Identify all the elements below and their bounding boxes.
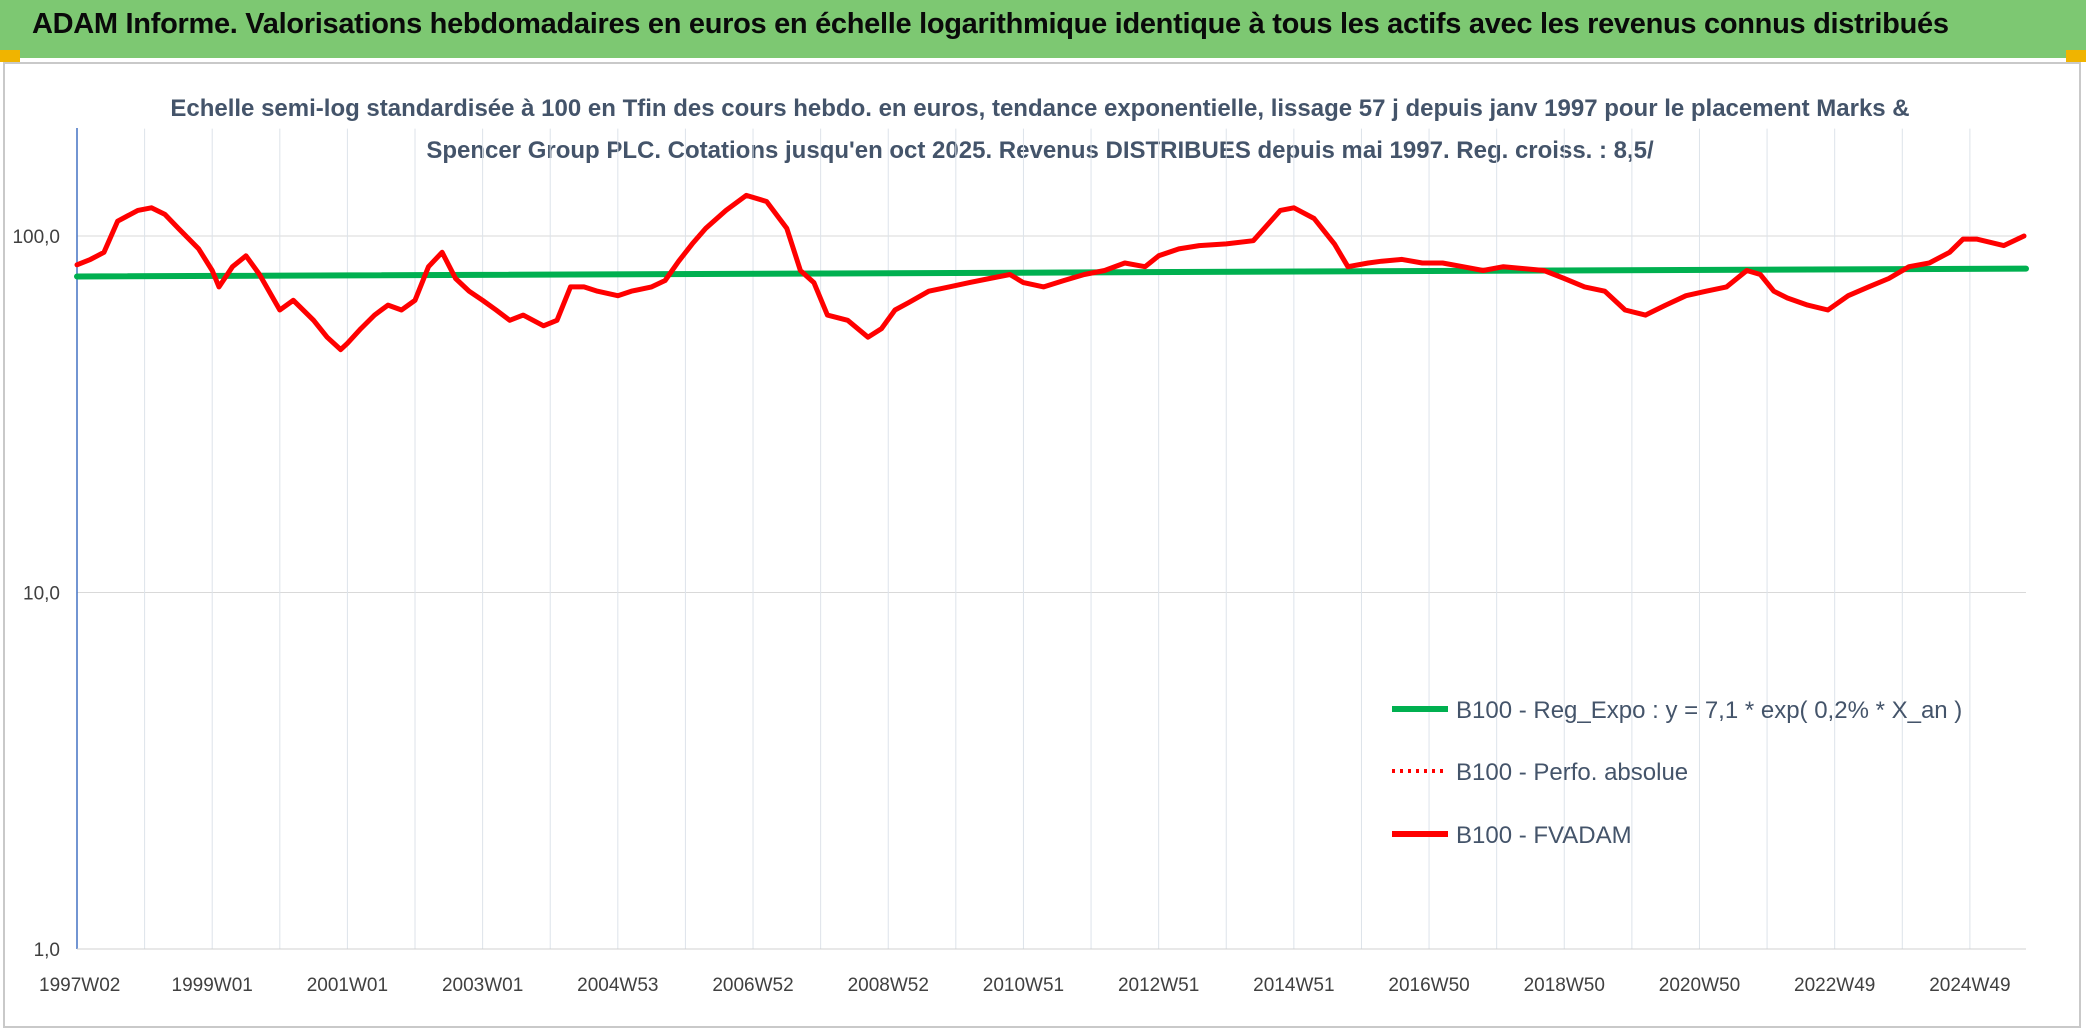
corner-marker-left bbox=[0, 50, 20, 62]
legend-label-2: B100 - Perfo. absolue bbox=[1456, 759, 1688, 786]
chart-frame bbox=[3, 62, 2081, 1028]
chart-title: Echelle semi-log standardisée à 100 en T… bbox=[170, 95, 1910, 164]
series-layer bbox=[74, 192, 2029, 353]
report-title: ADAM Informe. Valorisations hebdomadaire… bbox=[32, 8, 1949, 40]
x-tick-label: 2024W49 bbox=[1929, 975, 2010, 996]
corner-marker-right bbox=[2066, 50, 2086, 62]
x-tick-label: 2018W50 bbox=[1524, 975, 1605, 996]
x-tick-label: 1997W02 bbox=[39, 975, 120, 996]
legend-label-3: B100 - FVADAM bbox=[1456, 822, 1632, 849]
y-tick-label: 100,0 bbox=[12, 227, 60, 248]
grid-lines bbox=[76, 128, 2026, 950]
series-line-1 bbox=[74, 265, 2029, 280]
x-tick-label: 2022W49 bbox=[1794, 975, 1875, 996]
x-tick-label: 2006W52 bbox=[712, 975, 793, 996]
x-tick-label: 2012W51 bbox=[1118, 975, 1199, 996]
report-banner: ADAM Informe. Valorisations hebdomadaire… bbox=[0, 0, 2086, 58]
x-tick-label: 2004W53 bbox=[577, 975, 658, 996]
legend-label-1: B100 - Reg_Expo : y = 7,1 * exp( 0,2% * … bbox=[1456, 697, 1962, 724]
axes: 1,0 10,0 100,0 1997W02 1999W01 2001W01 2003W01… bbox=[12, 128, 2026, 996]
x-tick-label: 2003W01 bbox=[442, 975, 523, 996]
y-tick-label: 1,0 bbox=[34, 940, 60, 961]
y-tick-label: 10,0 bbox=[23, 584, 60, 605]
series-line-3 bbox=[74, 192, 2027, 353]
x-tick-label: 2010W51 bbox=[983, 975, 1064, 996]
x-tick-label: 2001W01 bbox=[307, 975, 388, 996]
x-tick-label: 2016W50 bbox=[1388, 975, 1469, 996]
x-tick-label: 2020W50 bbox=[1659, 975, 1740, 996]
legend: B100 - Reg_Expo : y = 7,1 * exp( 0,2% * … bbox=[1392, 697, 1962, 849]
x-tick-label: 1999W01 bbox=[172, 975, 253, 996]
x-tick-label: 2008W52 bbox=[848, 975, 929, 996]
x-tick-label: 2014W51 bbox=[1253, 975, 1334, 996]
